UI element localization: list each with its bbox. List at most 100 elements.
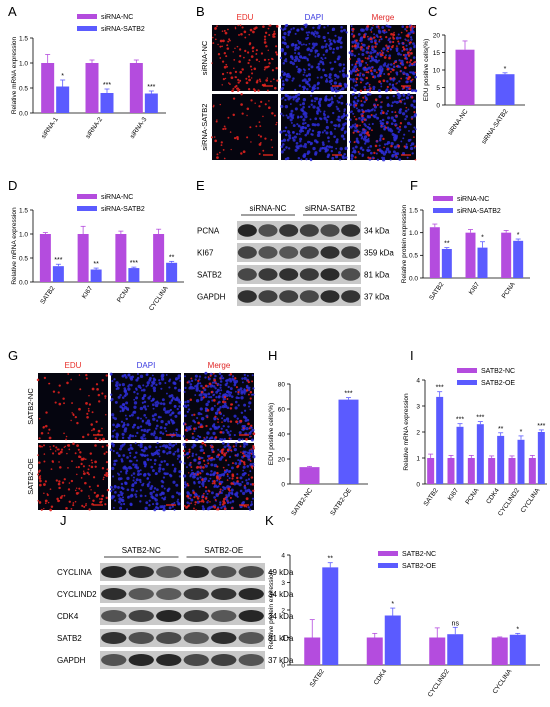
edu-dot xyxy=(355,39,358,42)
edu-dot xyxy=(367,45,371,48)
edu-dot xyxy=(220,144,223,147)
nucleus-dot xyxy=(397,42,401,45)
nucleus-dot xyxy=(358,92,361,96)
edu-dot xyxy=(410,96,414,99)
nucleus-dot xyxy=(241,377,244,380)
nucleus-dot xyxy=(310,99,314,103)
edu-dot xyxy=(414,145,417,148)
nucleus-dot xyxy=(215,492,219,496)
edu-dot xyxy=(259,80,262,83)
edu-dot xyxy=(102,478,105,481)
edu-dot xyxy=(376,140,378,142)
edu-dot xyxy=(247,75,251,78)
nucleus-dot xyxy=(324,150,327,153)
nucleus-dot xyxy=(337,55,341,59)
y-tick-label: 1.5 xyxy=(409,207,418,214)
nucleus-dot xyxy=(302,88,305,91)
edu-dot xyxy=(402,46,405,49)
edu-dot xyxy=(258,153,261,155)
nucleus-dot xyxy=(314,51,317,54)
nucleus-dot xyxy=(242,445,246,448)
nucleus-dot xyxy=(350,25,353,27)
nucleus-dot xyxy=(155,502,159,506)
nucleus-dot xyxy=(147,422,152,427)
edu-dot xyxy=(228,437,231,440)
edu-dot xyxy=(91,461,94,464)
edu-dot xyxy=(217,493,220,496)
nucleus-dot xyxy=(304,122,307,125)
nucleus-dot xyxy=(229,430,232,433)
edu-dot xyxy=(354,156,357,159)
nucleus-dot xyxy=(291,57,294,61)
nucleus-dot xyxy=(243,373,246,377)
nucleus-dot xyxy=(245,426,249,431)
edu-dot xyxy=(236,476,239,480)
nucleus-dot xyxy=(363,85,367,89)
nucleus-dot xyxy=(409,123,412,126)
nucleus-dot xyxy=(357,95,360,98)
nucleus-dot xyxy=(325,78,328,81)
nucleus-dot xyxy=(361,153,365,157)
nucleus-dot xyxy=(153,431,156,435)
nucleus-dot xyxy=(201,505,205,508)
nucleus-dot xyxy=(136,472,141,477)
nucleus-dot xyxy=(121,408,125,412)
y-axis-label: Relative mRNA expression xyxy=(11,36,18,114)
edu-dot xyxy=(43,460,46,463)
nucleus-dot xyxy=(318,104,322,108)
nucleus-dot xyxy=(170,394,174,398)
nucleus-dot xyxy=(308,42,311,45)
nucleus-dot xyxy=(175,491,179,494)
edu-dot xyxy=(185,438,188,442)
nucleus-dot xyxy=(376,158,380,161)
nucleus-dot xyxy=(296,47,299,50)
nucleus-dot xyxy=(130,488,135,492)
nucleus-dot xyxy=(234,400,238,404)
blot-band xyxy=(156,610,182,622)
nucleus-dot xyxy=(318,24,322,27)
edu-dot xyxy=(376,103,379,106)
edu-dot xyxy=(88,508,91,511)
edu-dot xyxy=(251,50,255,53)
micrograph-merge xyxy=(182,371,256,442)
edu-dot xyxy=(223,52,227,55)
micrograph-bg xyxy=(38,443,108,510)
y-tick-label: 0 xyxy=(281,662,285,669)
edu-dot xyxy=(223,29,226,32)
edu-dot xyxy=(54,450,57,452)
nucleus-dot xyxy=(286,138,290,142)
nucleus-dot xyxy=(212,457,216,461)
nucleus-dot xyxy=(130,377,134,381)
edu-dot xyxy=(210,136,214,139)
edu-dot xyxy=(224,469,226,472)
nucleus-dot xyxy=(222,414,225,417)
nucleus-dot xyxy=(295,142,299,145)
group-label: SATB2-NC xyxy=(122,546,161,555)
nucleus-dot xyxy=(110,399,113,402)
edu-dot xyxy=(357,130,360,133)
nucleus-dot xyxy=(316,112,319,115)
nucleus-dot xyxy=(371,58,375,62)
edu-dot xyxy=(355,124,359,127)
nucleus-dot xyxy=(375,113,378,116)
nucleus-dot xyxy=(233,447,237,452)
nucleus-dot xyxy=(340,25,343,29)
nucleus-dot xyxy=(412,99,416,103)
nucleus-dot xyxy=(370,108,373,112)
y-tick-label: 0.0 xyxy=(19,110,28,117)
bar xyxy=(56,86,70,113)
nucleus-dot xyxy=(115,451,119,455)
nucleus-dot xyxy=(136,416,140,420)
nucleus-dot xyxy=(301,102,306,106)
edu-dot xyxy=(241,460,244,463)
nucleus-dot xyxy=(306,36,310,39)
edu-dot xyxy=(231,473,235,476)
blot-band xyxy=(156,632,182,644)
nucleus-dot xyxy=(328,145,332,149)
nucleus-dot xyxy=(358,130,361,133)
nucleus-dot xyxy=(161,398,165,402)
edu-dot xyxy=(221,84,223,86)
edu-dot xyxy=(229,496,232,499)
edu-dot xyxy=(368,83,371,86)
edu-dot xyxy=(61,481,65,484)
